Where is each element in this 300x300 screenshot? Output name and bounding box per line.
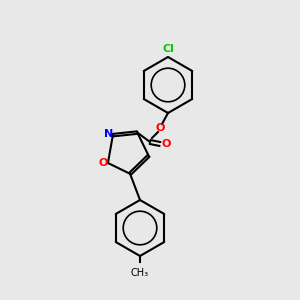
Text: Cl: Cl xyxy=(162,44,174,54)
Text: O: O xyxy=(98,158,108,168)
Text: CH₃: CH₃ xyxy=(131,268,149,278)
Text: N: N xyxy=(104,129,113,139)
Text: O: O xyxy=(161,139,171,149)
Text: O: O xyxy=(155,123,165,133)
